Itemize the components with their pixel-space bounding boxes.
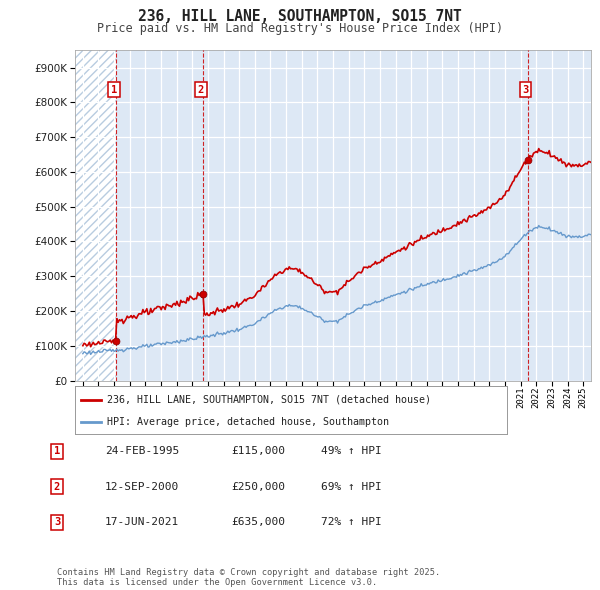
Text: Price paid vs. HM Land Registry's House Price Index (HPI): Price paid vs. HM Land Registry's House …: [97, 22, 503, 35]
Text: 1: 1: [54, 447, 60, 456]
Text: 236, HILL LANE, SOUTHAMPTON, SO15 7NT (detached house): 236, HILL LANE, SOUTHAMPTON, SO15 7NT (d…: [107, 395, 431, 405]
Text: HPI: Average price, detached house, Southampton: HPI: Average price, detached house, Sout…: [107, 417, 389, 427]
Bar: [75, 50, 116, 381]
Text: 3: 3: [523, 85, 529, 95]
Text: 3: 3: [54, 517, 60, 527]
Text: 72% ↑ HPI: 72% ↑ HPI: [321, 517, 382, 527]
Text: £635,000: £635,000: [231, 517, 285, 527]
Text: 12-SEP-2000: 12-SEP-2000: [105, 482, 179, 491]
Text: 24-FEB-1995: 24-FEB-1995: [105, 447, 179, 456]
Text: 69% ↑ HPI: 69% ↑ HPI: [321, 482, 382, 491]
Text: 2: 2: [54, 482, 60, 491]
Text: 49% ↑ HPI: 49% ↑ HPI: [321, 447, 382, 456]
Text: £115,000: £115,000: [231, 447, 285, 456]
Text: 17-JUN-2021: 17-JUN-2021: [105, 517, 179, 527]
Text: £250,000: £250,000: [231, 482, 285, 491]
Text: 236, HILL LANE, SOUTHAMPTON, SO15 7NT: 236, HILL LANE, SOUTHAMPTON, SO15 7NT: [138, 9, 462, 24]
Text: 1: 1: [111, 85, 117, 95]
Text: 2: 2: [198, 85, 204, 95]
Text: Contains HM Land Registry data © Crown copyright and database right 2025.
This d: Contains HM Land Registry data © Crown c…: [57, 568, 440, 587]
